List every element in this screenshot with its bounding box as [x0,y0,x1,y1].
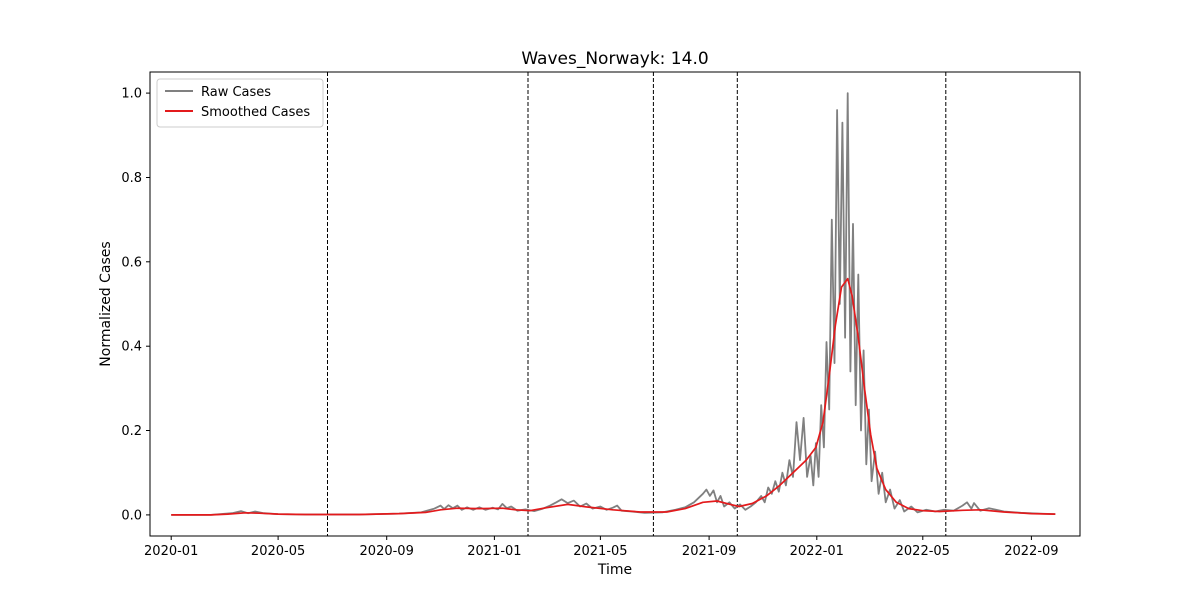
x-axis-label: Time [597,562,632,578]
x-tick-label-6: 2022-01 [790,544,844,559]
legend-label-smoothed-cases: Smoothed Cases [201,105,310,120]
y-tick-label-5: 1.0 [121,87,142,102]
legend-label-raw-cases: Raw Cases [201,85,271,100]
chart-title: Waves_Norwayk: 14.0 [521,49,708,69]
series-line-smoothed-cases [171,277,1056,516]
x-tick-label-3: 2021-01 [467,544,521,559]
legend-box [156,78,324,128]
legend: Raw Cases Smoothed Cases [156,78,324,128]
x-tick-label-5: 2021-09 [682,544,736,559]
y-tick-label-2: 0.4 [121,340,142,355]
y-tick-label-1: 0.2 [121,424,142,439]
x-tick-label-2: 2020-09 [360,544,414,559]
series-line-raw-cases [171,92,1056,516]
x-axis: 2020-01 2020-05 2020-09 2021-01 2021-05 2021-… [144,536,1059,559]
y-axis-label: Normalized Cases [98,241,114,366]
x-tick-label-1: 2020-05 [251,544,305,559]
series-layer [171,92,1056,516]
wave-boundaries [327,72,947,536]
y-tick-label-0: 0.0 [121,508,142,523]
x-tick-label-4: 2021-05 [573,544,627,559]
y-axis: 0.0 0.2 0.4 0.6 0.8 1.0 [121,87,150,523]
y-tick-label-3: 0.6 [121,255,142,270]
x-tick-label-0: 2020-01 [144,544,198,559]
x-tick-label-7: 2022-05 [896,544,950,559]
plot-frame [149,71,1081,537]
x-tick-label-8: 2022-09 [1004,544,1058,559]
y-tick-label-4: 0.8 [121,171,142,186]
